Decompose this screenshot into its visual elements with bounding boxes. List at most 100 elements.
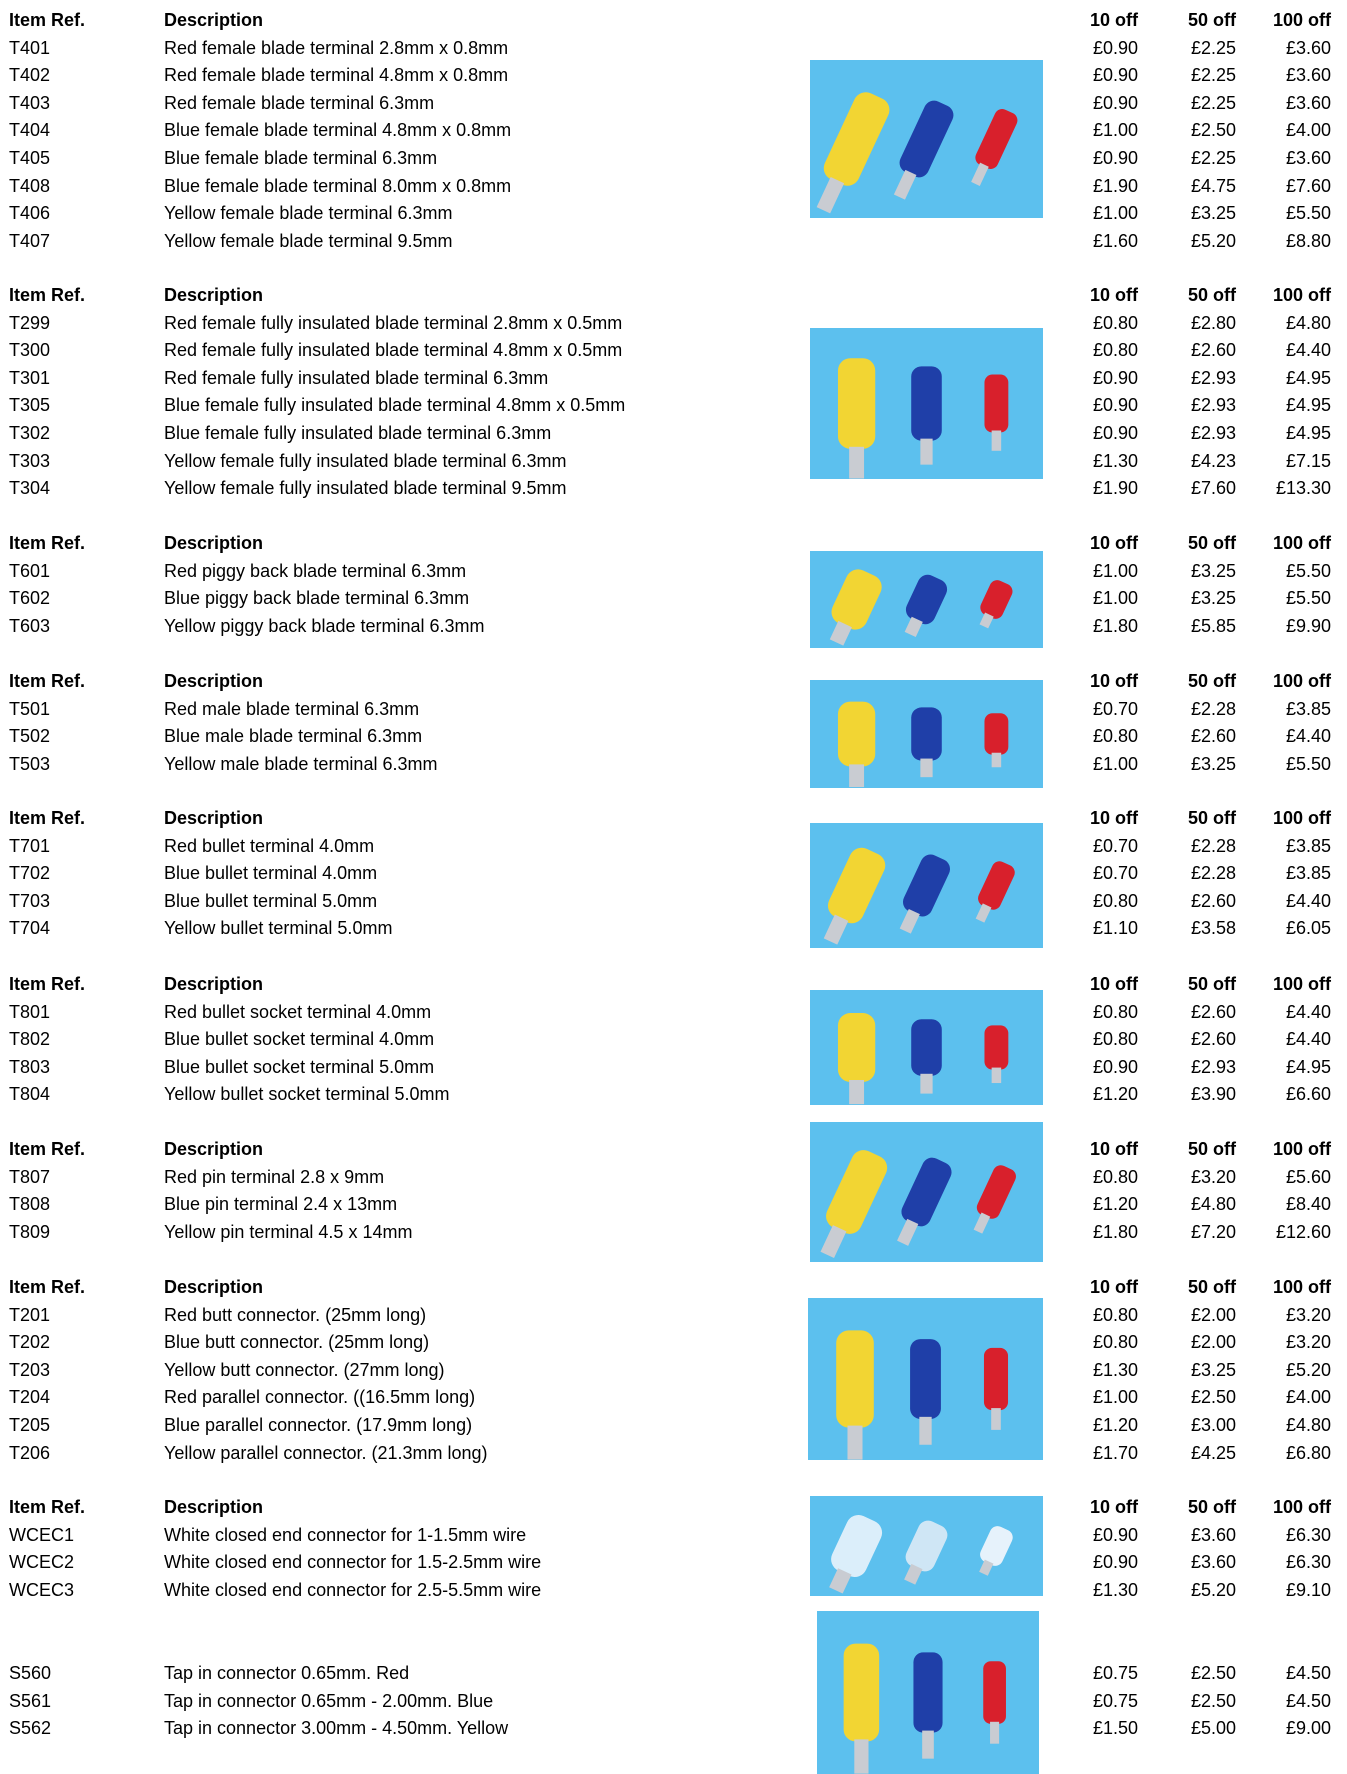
header-price-50: 50 off [1187,1497,1236,1517]
price-100: £5.50 [1285,753,1331,774]
header-price-100: 100 off [1272,1277,1331,1297]
description: Red bullet socket terminal 4.0mm [164,1001,432,1022]
price-100: £6.80 [1285,1442,1331,1463]
price-100: £7.15 [1285,450,1331,471]
price-100: £4.00 [1285,1387,1331,1408]
product-photo [810,328,1043,479]
price-50: £3.25 [1190,753,1236,774]
header-item-ref: Item Ref. [9,671,86,691]
price-100: £9.00 [1285,1718,1331,1739]
terminal-shape [827,847,886,924]
header-description: Description [164,808,264,828]
terminal-shape [823,92,890,186]
terminal-shape [826,1150,888,1234]
description: Red pin terminal 2.8 x 9mm [164,1166,385,1187]
price-50: £3.00 [1190,1415,1236,1435]
price-10: £0.80 [1092,1001,1138,1022]
header-price-100: 100 off [1272,533,1331,553]
description: Blue bullet terminal 5.0mm [164,890,378,911]
terminal-shape [836,1330,874,1428]
header-price-100: 100 off [1272,1139,1331,1159]
price-100: £4.95 [1285,1056,1331,1077]
description: Blue bullet terminal 4.0mm [164,863,378,884]
metal-part [816,176,845,214]
header-item-ref: Item Ref. [9,1277,86,1297]
price-10: £1.90 [1092,175,1138,196]
header-description: Description [164,1139,264,1159]
price-50: £3.90 [1190,1084,1236,1105]
item-ref: T503 [9,753,51,774]
terminal-shape [901,1157,952,1227]
item-ref: T406 [9,203,51,224]
price-50: £4.75 [1190,175,1236,196]
item-ref: T601 [9,560,51,581]
price-10: £0.80 [1092,1029,1138,1050]
price-50: £3.25 [1190,560,1236,581]
header-price-100: 100 off [1272,671,1331,691]
price-10: £1.80 [1092,615,1138,636]
price-10: £0.90 [1092,395,1138,416]
product-photo [808,1298,1043,1460]
metal-part [897,1218,919,1246]
item-ref: T402 [9,65,51,86]
header-price-10: 10 off [1089,533,1138,553]
item-ref: T202 [9,1332,51,1353]
metal-part [919,1416,932,1445]
product-photo [810,60,1043,218]
item-ref: S560 [9,1663,52,1683]
price-100: £6.30 [1285,1524,1331,1545]
header-price-10: 10 off [1089,10,1138,30]
product-photo [810,1496,1043,1596]
price-10: £1.10 [1092,918,1138,939]
description: Tap in connector 0.65mm - 2.00mm. Blue [164,1690,494,1711]
product-photo [810,680,1043,788]
price-100: £8.40 [1285,1194,1331,1215]
metal-part [975,903,992,923]
price-100: £3.60 [1285,92,1331,113]
item-ref: T205 [9,1415,51,1435]
header-price-100: 100 off [1272,974,1331,994]
price-10: £1.30 [1092,1579,1138,1600]
item-ref: T408 [9,175,51,196]
price-10: £1.00 [1092,203,1138,224]
item-ref: T701 [9,835,51,856]
price-50: £2.93 [1190,1056,1236,1077]
item-ref: S562 [9,1718,52,1739]
metal-part [820,1225,847,1259]
description: Tap in connector 3.00mm - 4.50mm. Yellow [164,1718,509,1739]
price-50: £3.25 [1190,1359,1236,1380]
price-100: £4.95 [1285,395,1331,416]
price-10: £1.20 [1092,1194,1138,1215]
product-photo [810,551,1043,648]
header-price-10: 10 off [1089,974,1138,994]
price-50: £3.60 [1190,1552,1236,1573]
description: White closed end connector for 2.5-5.5mm… [164,1579,542,1600]
price-100: £5.20 [1285,1359,1331,1380]
price-50: £2.25 [1190,92,1236,113]
terminal-shape [913,1652,943,1733]
item-ref: T602 [9,588,51,609]
metal-part [893,169,917,200]
description: Yellow bullet terminal 5.0mm [164,918,393,939]
price-100: £4.40 [1285,1001,1331,1022]
price-50: £3.58 [1190,918,1236,939]
terminal-shape [837,701,876,767]
item-ref: T206 [9,1442,51,1463]
description: Blue female blade terminal 8.0mm x 0.8mm [164,175,512,196]
price-100: £9.90 [1285,615,1331,636]
metal-part [899,908,920,934]
price-10: £0.90 [1092,65,1138,86]
price-10: £0.70 [1092,835,1138,856]
metal-part [973,1212,991,1234]
header-description: Description [164,533,264,553]
price-50: £5.00 [1190,1718,1236,1739]
header-item-ref: Item Ref. [9,974,86,994]
terminal-shape [837,358,876,449]
metal-part [920,438,933,465]
price-100: £5.50 [1285,203,1331,224]
price-10: £1.00 [1092,1387,1138,1408]
metal-part [849,1080,865,1105]
item-ref: T305 [9,395,51,416]
metal-part [920,758,933,778]
terminal-shape [910,1339,941,1419]
